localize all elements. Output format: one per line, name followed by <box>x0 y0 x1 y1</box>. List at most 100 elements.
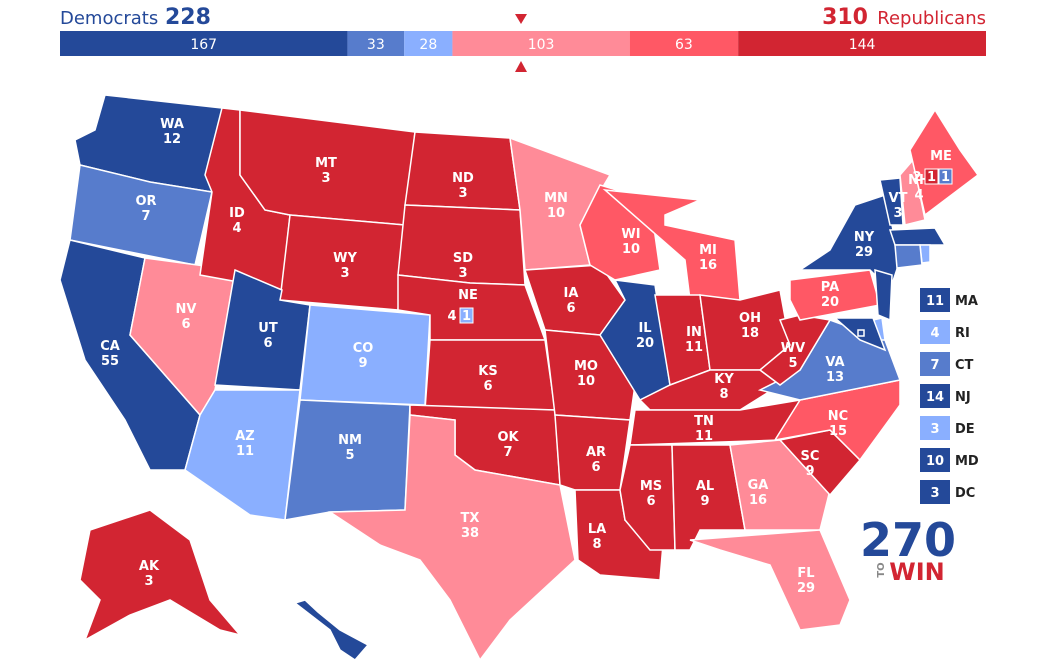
bar-segment <box>60 31 348 56</box>
bar-segment <box>452 31 630 56</box>
state-abbr: GA <box>748 478 769 493</box>
legend-abbr: CT <box>955 358 974 373</box>
state-votes: 6 <box>591 460 600 475</box>
district-box <box>924 168 939 185</box>
state-shape <box>899 158 926 226</box>
district-votes: 1 <box>462 309 471 324</box>
rep-total: 310 <box>822 5 868 30</box>
legend-votes: 7 <box>930 358 939 373</box>
states <box>59 94 980 662</box>
state-abbr: KY <box>714 372 734 387</box>
state-abbr: ME <box>930 149 952 164</box>
state-votes: 10 <box>622 242 640 257</box>
legend-abbr: MA <box>955 294 978 309</box>
legend-box <box>920 384 950 408</box>
state-votes: 8 <box>719 387 728 402</box>
state-shape <box>857 329 865 337</box>
logo-to: TO <box>876 562 887 577</box>
state-abbr: OK <box>497 430 519 445</box>
state-abbr: NV <box>176 302 197 317</box>
state-shape <box>894 244 923 269</box>
state-votes: 6 <box>263 336 272 351</box>
state-abbr: AK <box>139 559 160 574</box>
state-votes: 3 <box>458 186 467 201</box>
state-abbr: TN <box>694 414 714 429</box>
state-shape <box>729 439 831 531</box>
legend-box <box>920 480 950 504</box>
state-abbr: HI <box>314 636 330 651</box>
state-abbr: IA <box>564 286 579 301</box>
state-votes: 29 <box>797 581 815 596</box>
state-votes: 10 <box>577 374 595 389</box>
state-abbr: VA <box>825 355 844 370</box>
state-abbr: OR <box>135 194 156 209</box>
state-shape <box>909 108 980 217</box>
bar-segment <box>404 31 453 56</box>
state-abbr: FL <box>797 566 814 581</box>
legend-votes: 10 <box>926 454 944 469</box>
state-shape <box>327 414 576 662</box>
bar-segment <box>629 31 739 56</box>
legend-votes: 4 <box>930 326 939 341</box>
state-abbr: SD <box>453 251 473 266</box>
state-abbr: ID <box>229 206 245 221</box>
state-votes: 20 <box>636 336 654 351</box>
state-abbr: MT <box>315 156 337 171</box>
state-abbr: NM <box>338 433 362 448</box>
state-shape <box>879 177 904 226</box>
state-abbr: MO <box>574 359 598 374</box>
state-votes: 13 <box>826 370 844 385</box>
state-abbr: TX <box>461 511 480 526</box>
bar-label: 33 <box>367 37 385 53</box>
legend-votes: 3 <box>930 486 939 501</box>
state-abbr: NY <box>854 230 875 245</box>
state-abbr: WA <box>160 117 184 132</box>
state-votes: 12 <box>163 132 181 147</box>
state-votes: 4 <box>232 221 241 236</box>
state-abbr: IL <box>638 321 651 336</box>
state-abbr: MN <box>544 191 568 206</box>
legend-abbr: RI <box>955 326 970 341</box>
dem-total: 228 <box>165 5 211 30</box>
state-abbr: NH <box>908 173 930 188</box>
state-votes: 6 <box>483 379 492 394</box>
state-abbr: KS <box>478 364 497 379</box>
state-votes: 4 <box>317 651 326 666</box>
bar-label: 167 <box>190 37 217 53</box>
rep-name: Republicans <box>877 8 986 29</box>
legend-box <box>920 352 950 376</box>
bar-label: 103 <box>528 37 555 53</box>
district-votes: 1 <box>941 170 950 185</box>
state-votes: 4 <box>447 309 456 324</box>
state-shape <box>184 389 301 521</box>
state-abbr: UT <box>258 321 278 336</box>
state-votes: 3 <box>893 206 902 221</box>
state-votes: 20 <box>821 295 839 310</box>
state-abbr: IN <box>686 325 702 340</box>
state-abbr: LA <box>588 522 606 537</box>
state-abbr: OH <box>739 311 761 326</box>
state-shape <box>888 227 947 246</box>
state-shape <box>69 164 213 266</box>
legend-votes: 11 <box>926 294 944 309</box>
state-votes: 16 <box>699 258 717 273</box>
state-votes: 7 <box>503 445 512 460</box>
state-votes: 3 <box>340 266 349 281</box>
logo-win: WIN <box>889 558 945 586</box>
legend-box <box>920 416 950 440</box>
state-abbr: WY <box>333 251 357 266</box>
threshold-marker <box>515 14 527 24</box>
state-votes: 9 <box>700 494 709 509</box>
state-abbr: WV <box>781 341 805 356</box>
bar-segment <box>347 31 405 56</box>
legend-abbr: DE <box>955 422 975 437</box>
legend-abbr: MD <box>955 454 979 469</box>
legend-abbr: NJ <box>955 390 971 405</box>
district-box <box>459 307 474 324</box>
state-abbr: AZ <box>235 429 255 444</box>
legend-box <box>920 320 950 344</box>
legend-votes: 3 <box>930 422 939 437</box>
state-votes: 3 <box>458 266 467 281</box>
state-abbr: MS <box>640 479 662 494</box>
